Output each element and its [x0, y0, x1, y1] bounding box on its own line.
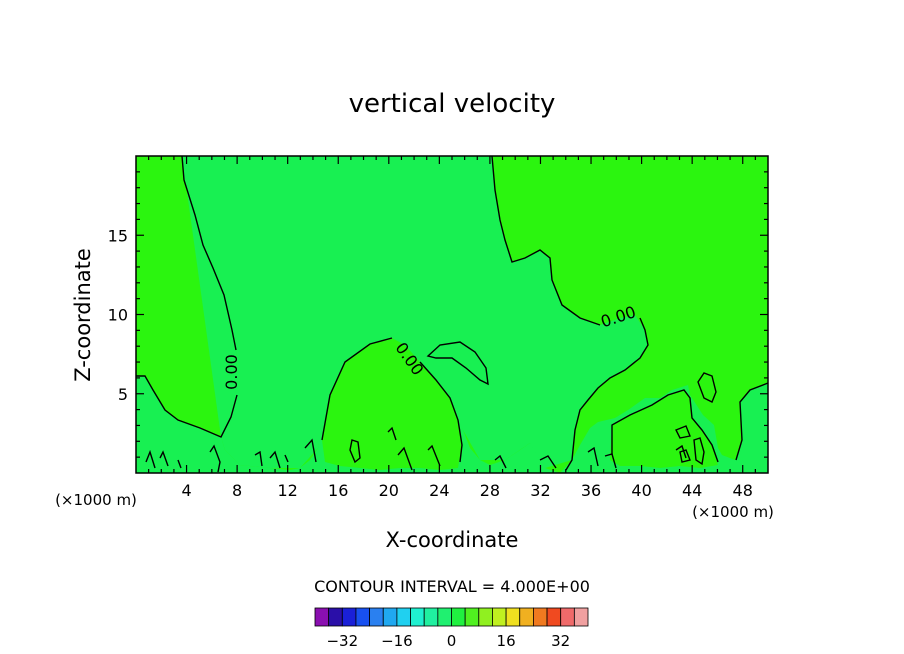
colorbar-tick-label: 16: [497, 632, 516, 650]
colorbar-swatch: [355, 607, 371, 627]
x-tick-label: 20: [379, 481, 399, 500]
x-tick-label: 44: [682, 481, 702, 500]
colorbar-swatch: [478, 607, 493, 627]
colorbar-tick-label: 32: [551, 632, 570, 650]
contour-label-west: 0.00: [222, 354, 241, 390]
colorbar-swatch: [533, 607, 548, 627]
x-tick-label: 48: [733, 481, 753, 500]
colorbar-swatch: [492, 607, 507, 627]
colorbar-swatch: [382, 607, 398, 627]
colorbar-swatch: [396, 607, 411, 627]
colorbar-swatch: [505, 607, 521, 627]
x-tick-label: 24: [429, 481, 449, 500]
colorbar-tick-label: 0: [447, 632, 457, 650]
colorbar-swatch: [328, 607, 343, 627]
x-tick-label: 12: [278, 481, 298, 500]
colorbar-swatch: [437, 607, 452, 627]
x-tick-label: 4: [181, 481, 191, 500]
colorbar-swatch: [546, 607, 562, 627]
y-axis-label: Z-coordinate: [71, 248, 95, 382]
zero-contours: [136, 155, 769, 473]
colorbar-swatch: [560, 607, 575, 627]
x-tick-label: 36: [581, 481, 601, 500]
y-tick-label: 15: [108, 226, 128, 245]
x-unit-label-left: (×1000 m): [55, 491, 137, 509]
x-tick-label: 8: [232, 481, 242, 500]
colorbar-tick-label: −16: [381, 632, 413, 650]
colorbar-swatch: [410, 607, 425, 627]
colorbar-swatch: [451, 607, 466, 627]
colorbar-swatch: [573, 607, 589, 627]
y-tick-label: 5: [118, 385, 128, 404]
colorbar-swatch: [369, 607, 384, 627]
colorbar-swatch: [519, 607, 534, 627]
colorbar-swatch: [423, 607, 439, 627]
positive-velocity-island: [322, 338, 462, 470]
plot-area: 0.00 0.00 0.00 4 8 12 16 20 24 28 32 36 40 44 48510…: [108, 155, 769, 500]
contour-labels: 0.00 0.00 0.00: [222, 302, 638, 390]
x-tick-label: 32: [530, 481, 550, 500]
contour-interval-text: CONTOUR INTERVAL = 4.000E+00: [314, 577, 590, 596]
colorbar: −32 −16 0 16 32: [314, 607, 589, 650]
x-tick-label: 28: [480, 481, 500, 500]
x-unit-label-right: (×1000 m): [692, 503, 774, 521]
negative-velocity-region-upper: [182, 156, 648, 468]
y-tick-label: 10: [108, 306, 128, 325]
colorbar-swatch: [464, 607, 480, 627]
colorbar-swatch: [314, 607, 330, 627]
chart-title: vertical velocity: [349, 89, 556, 119]
colorbar-swatch: [341, 607, 357, 627]
x-axis-label: X-coordinate: [386, 528, 519, 552]
colorbar-tick-label: −32: [326, 632, 358, 650]
x-tick-label: 16: [328, 481, 348, 500]
x-tick-label: 40: [631, 481, 651, 500]
